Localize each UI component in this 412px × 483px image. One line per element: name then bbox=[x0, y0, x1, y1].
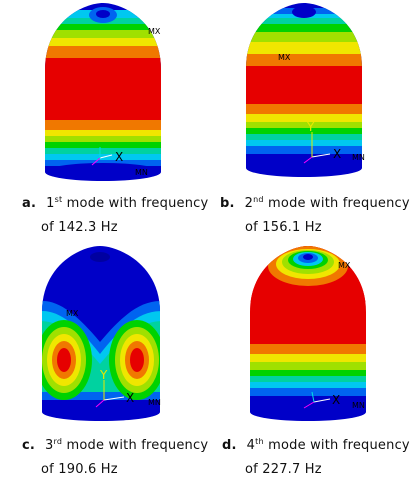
caption-letter: d. bbox=[222, 438, 237, 453]
mx-label: MX bbox=[278, 53, 291, 62]
mode-number: 4 bbox=[246, 438, 256, 453]
mode-panel-4: MX MN X d. 4th mode with frequency of 227… bbox=[206, 242, 412, 483]
axis-x-label: X bbox=[126, 391, 134, 405]
axis-x-label: X bbox=[333, 147, 341, 161]
caption-frequency: of 156.1 Hz bbox=[245, 220, 322, 235]
caption-frequency: of 142.3 Hz bbox=[41, 220, 118, 235]
caption-frequency: of 227.7 Hz bbox=[245, 462, 322, 477]
mode-panel-2: MX MN Y X b. 2nd mode with frequency of 1… bbox=[206, 0, 412, 241]
contour-field bbox=[42, 246, 160, 412]
mode-number: 3 bbox=[45, 438, 54, 453]
axis-x-label: X bbox=[332, 393, 340, 407]
mn-label: MN bbox=[135, 168, 148, 177]
mode-panel-3: MX MN Y X c. 3rd mode with frequency of 1… bbox=[0, 242, 209, 483]
mx-label: MX bbox=[66, 309, 79, 318]
caption-letter: a. bbox=[22, 196, 37, 211]
caption-frequency: of 190.6 Hz bbox=[41, 462, 118, 477]
caption-text: mode with frequency bbox=[66, 196, 209, 211]
axis-triad: X bbox=[91, 147, 123, 166]
mode-shape-figure-2: MX MN Y X bbox=[206, 0, 412, 185]
axis-x-label: X bbox=[115, 150, 123, 164]
mx-label: MX bbox=[338, 261, 351, 270]
axis-y-label: Y bbox=[99, 368, 108, 382]
mode-number: 1 bbox=[46, 196, 55, 211]
mode-panel-1: MX MN X a. 1st mode with frequency of 142… bbox=[0, 0, 209, 241]
caption-letter: c. bbox=[22, 438, 36, 453]
axis-triad: Y X bbox=[303, 120, 341, 164]
axis-triad: X bbox=[303, 391, 340, 409]
mode-shape-figure-1: MX MN X bbox=[0, 0, 206, 185]
ordinal-suffix: nd bbox=[253, 195, 264, 204]
caption-text: mode with frequency bbox=[268, 196, 410, 211]
axis-y-label: Y bbox=[306, 120, 315, 134]
mode-shape-figure-4: MX MN X bbox=[206, 242, 412, 427]
axis-triad: Y X bbox=[95, 368, 134, 408]
ordinal-suffix: th bbox=[255, 437, 264, 446]
caption-text: mode with frequency bbox=[66, 438, 209, 453]
mode-number: 2 bbox=[244, 196, 254, 211]
ordinal-suffix: st bbox=[54, 195, 63, 204]
mn-label: MN bbox=[352, 401, 365, 410]
contour-field bbox=[250, 246, 366, 412]
caption-letter: b. bbox=[220, 196, 235, 211]
mn-label: MN bbox=[148, 398, 161, 407]
mx-label: MX bbox=[148, 27, 161, 36]
mode-shape-figure-3: MX MN Y X bbox=[0, 242, 206, 427]
ordinal-suffix: rd bbox=[53, 437, 63, 446]
mn-label: MN bbox=[352, 153, 365, 162]
caption-text: mode with frequency bbox=[268, 438, 410, 453]
contour-field bbox=[45, 3, 161, 172]
